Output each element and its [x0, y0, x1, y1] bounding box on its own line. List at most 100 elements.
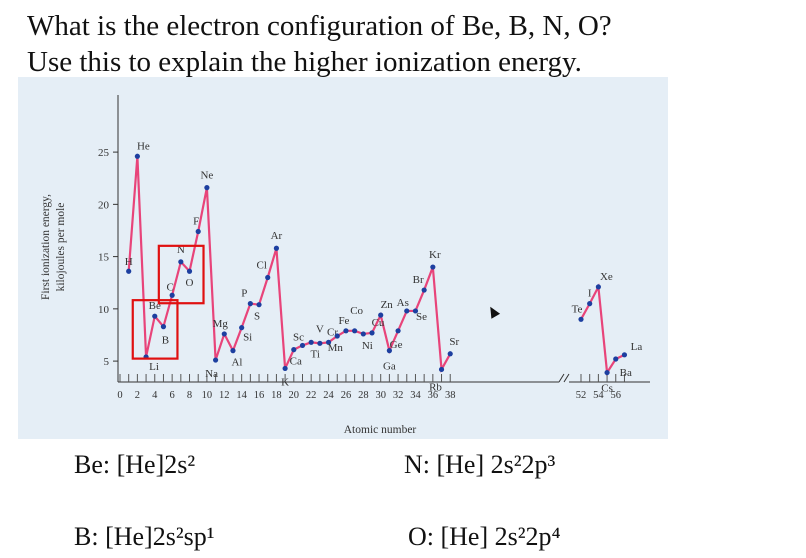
- data-point-la: [621, 352, 628, 358]
- data-label-sc: Sc: [293, 331, 304, 343]
- y-tick-label: 10: [98, 304, 110, 316]
- x-tick-label: 28: [358, 390, 369, 401]
- x-tick-label: 36: [428, 390, 439, 401]
- data-label-s: S: [254, 311, 260, 323]
- x-tick-label: 32: [393, 390, 404, 401]
- data-point-o: [186, 268, 193, 274]
- data-label-ne: Ne: [200, 170, 213, 182]
- data-label-na: Na: [205, 368, 218, 380]
- data-label-he: He: [137, 140, 150, 152]
- data-point-si: [239, 325, 245, 331]
- data-point-se: [412, 308, 419, 314]
- highlight-box-n-o: [157, 244, 205, 305]
- y-axis-label-2: kilojoules per mole: [55, 203, 67, 292]
- data-point-br: [421, 287, 427, 293]
- data-point-fe: [343, 328, 349, 334]
- data-point-c: [169, 292, 175, 298]
- data-label-cu: Cu: [372, 317, 385, 329]
- data-label-sr: Sr: [449, 336, 459, 348]
- data-label-cl: Cl: [257, 260, 267, 272]
- data-point-cl: [265, 274, 271, 281]
- x-tick-label: 30: [375, 390, 386, 401]
- data-point-h: [126, 268, 132, 274]
- data-point-s: [256, 302, 262, 308]
- data-point-be: [152, 313, 158, 319]
- data-point-sc: [299, 342, 306, 349]
- data-point-mg: [221, 331, 227, 337]
- data-point-i: [587, 301, 593, 307]
- x-tick-label: 10: [202, 390, 213, 401]
- data-point-v: [317, 340, 323, 346]
- data-point-k: [282, 365, 288, 372]
- data-label-la: La: [631, 341, 643, 353]
- data-label-n: N: [177, 244, 185, 256]
- question-line-2: Use this to explain the higher ionizatio…: [27, 46, 582, 78]
- question-line-1: What is the electron configuration of Be…: [27, 10, 612, 42]
- highlight-box-be-b: [131, 299, 179, 360]
- data-point-he: [134, 153, 140, 159]
- data-label-se: Se: [416, 311, 427, 323]
- x-tick-label: 22: [306, 390, 317, 401]
- data-point-sr: [447, 351, 453, 357]
- data-label-b: B: [162, 335, 169, 347]
- data-label-ar: Ar: [271, 230, 283, 242]
- x-tick-label: 8: [187, 390, 192, 401]
- data-label-ti: Ti: [310, 348, 319, 360]
- data-label-si: Si: [243, 332, 252, 344]
- data-label-h: H: [125, 256, 133, 268]
- data-label-xe: Xe: [600, 271, 613, 283]
- y-tick-label: 20: [98, 199, 110, 211]
- answer-be: Be: [He]2s²: [74, 450, 196, 479]
- data-point-te: [578, 316, 584, 322]
- data-point-co: [352, 328, 358, 334]
- x-tick-label: 52: [576, 390, 587, 401]
- x-tick-label: 6: [170, 390, 175, 401]
- data-point-as: [404, 308, 410, 314]
- data-label-ga: Ga: [383, 361, 396, 373]
- data-point-ca: [291, 347, 297, 353]
- data-label-li: Li: [149, 361, 159, 373]
- answer-n: N: [He] 2s²2p³: [404, 450, 556, 479]
- x-tick-label: 18: [271, 390, 282, 401]
- data-point-rb: [438, 366, 445, 373]
- x-tick-label: 24: [323, 390, 334, 401]
- answer-b: B: [He]2s²sp¹: [74, 522, 215, 551]
- x-axis-break: [455, 373, 570, 383]
- data-point-ni: [360, 331, 366, 337]
- data-label-ca: Ca: [290, 356, 302, 368]
- data-label-o: O: [186, 277, 194, 289]
- y-tick-label: 15: [98, 252, 110, 264]
- y-axis-label: First ionization energy,: [40, 194, 52, 300]
- x-tick-label: 14: [236, 390, 247, 401]
- data-point-al: [230, 348, 236, 354]
- data-label-rb: Rb: [429, 381, 442, 393]
- x-tick-label: 38: [445, 390, 456, 401]
- data-label-co: Co: [350, 305, 363, 317]
- x-tick-label: 4: [152, 390, 158, 401]
- data-point-cu: [369, 330, 375, 336]
- data-point-b: [160, 324, 167, 330]
- data-label-ge: Ge: [390, 339, 403, 351]
- x-tick-label: 56: [611, 390, 622, 401]
- data-point-na: [212, 357, 219, 363]
- answer-o: O: [He] 2s²2p⁴: [408, 522, 561, 551]
- data-label-ni: Ni: [362, 340, 373, 352]
- data-point-ne: [204, 185, 210, 191]
- question: What is the electron configuration of Be…: [27, 8, 612, 80]
- data-label-cs: Cs: [601, 383, 613, 395]
- data-point-ba: [613, 356, 619, 362]
- x-axis-label: Atomic number: [344, 424, 417, 436]
- data-label-al: Al: [231, 357, 242, 369]
- data-point-xe: [595, 284, 601, 290]
- data-point-cr: [325, 339, 332, 345]
- data-label-f: F: [193, 216, 199, 228]
- y-tick-label: 5: [104, 356, 110, 368]
- x-tick-label: 20: [289, 390, 300, 401]
- data-label-ba: Ba: [620, 367, 632, 379]
- data-label-te: Te: [572, 303, 583, 315]
- chart-panel: [18, 77, 668, 439]
- x-tick-label: 34: [410, 390, 421, 401]
- x-tick-label: 26: [341, 390, 352, 401]
- data-label-mn: Mn: [328, 342, 344, 354]
